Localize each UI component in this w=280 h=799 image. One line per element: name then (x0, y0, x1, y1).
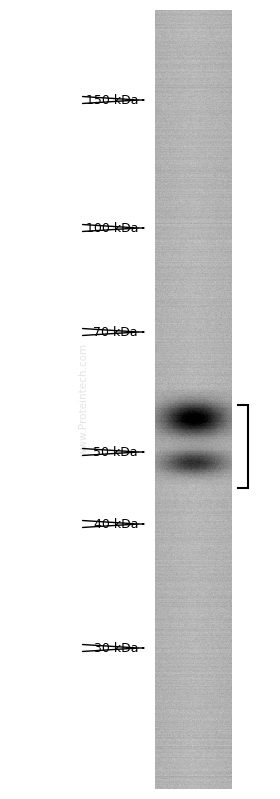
Text: 40 kDa: 40 kDa (94, 518, 138, 531)
Text: 150 kDa: 150 kDa (85, 93, 138, 106)
Text: 50 kDa: 50 kDa (93, 446, 138, 459)
Text: 30 kDa: 30 kDa (94, 642, 138, 654)
Text: www.Proteintech.com: www.Proteintech.com (79, 343, 89, 456)
Text: 70 kDa: 70 kDa (93, 325, 138, 339)
Text: 100 kDa: 100 kDa (85, 221, 138, 234)
